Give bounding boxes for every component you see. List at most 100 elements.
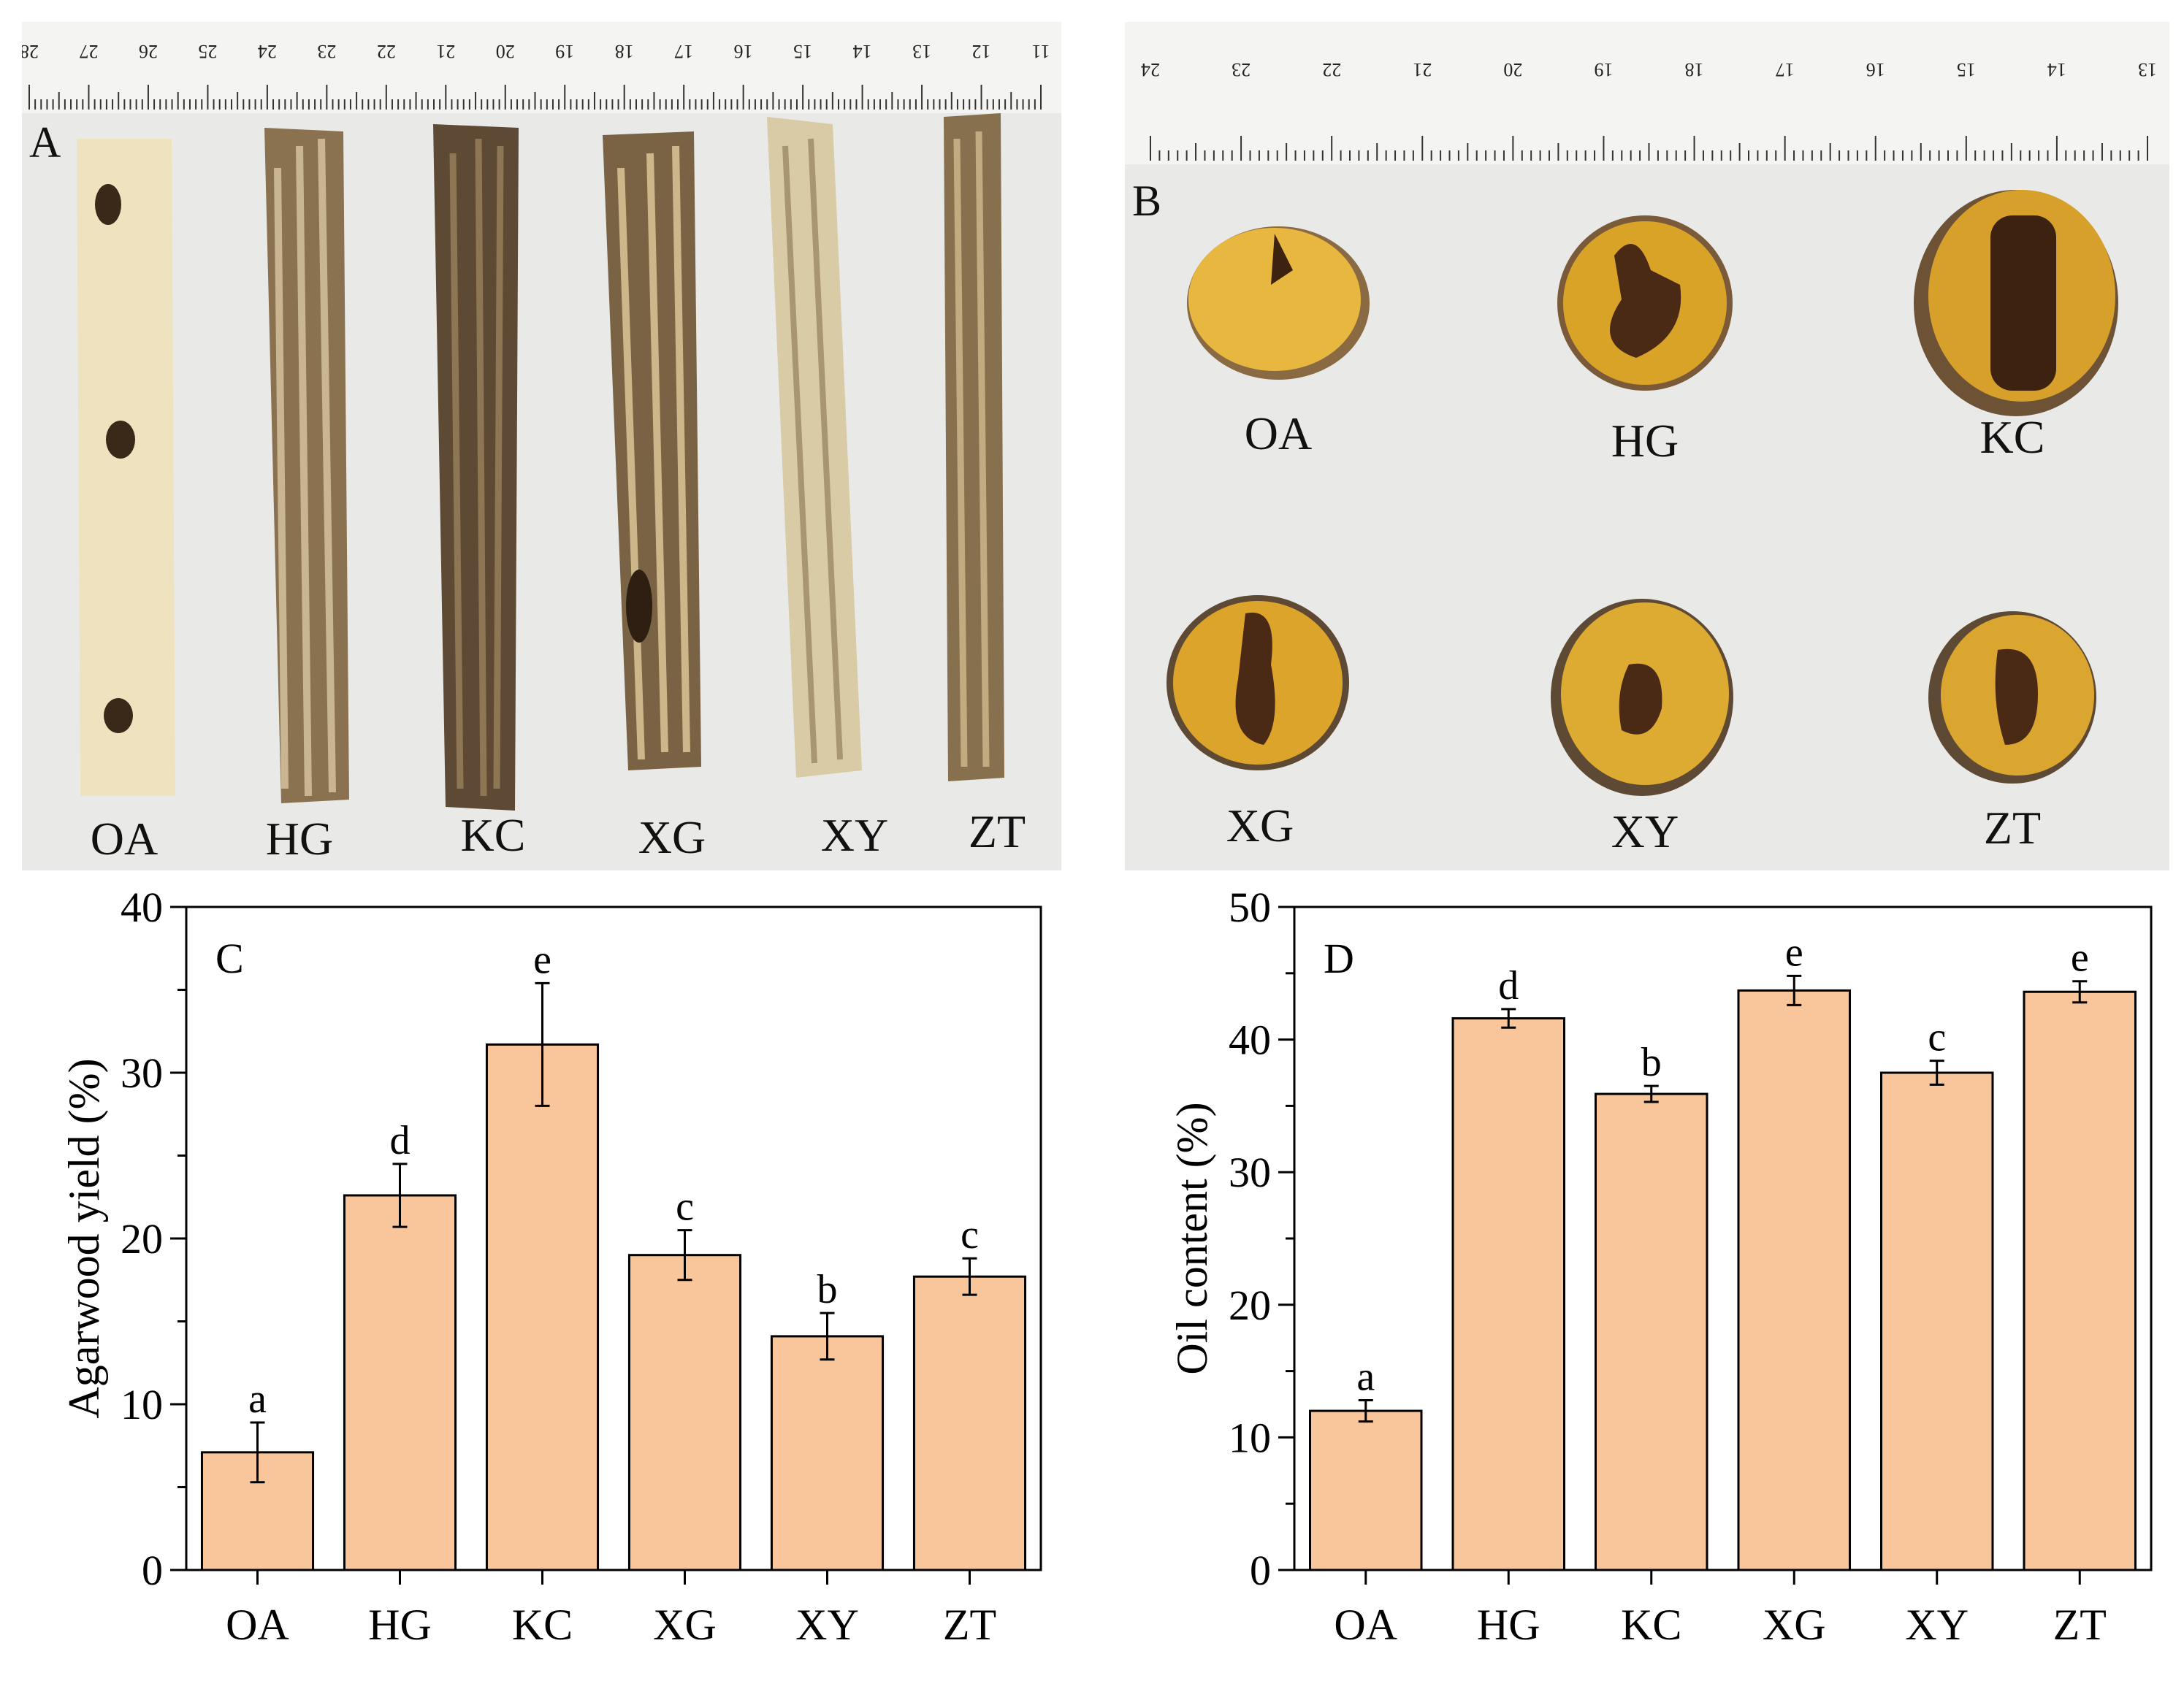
ruler-b xyxy=(1125,22,2169,164)
y-tick-label: 20 xyxy=(121,1215,163,1263)
ruler-number: 18 xyxy=(1685,59,1704,80)
panel-b-label-xy: XY xyxy=(1611,805,1679,857)
ruler-a-numbers: 28 27 26 25 24 23 22 21 20 19 18 17 16 15 14 13 12 11 xyxy=(22,41,1050,62)
ruler-number: 13 xyxy=(912,41,931,62)
ruler-number: 19 xyxy=(1594,59,1613,80)
bar-kc xyxy=(1595,1092,1708,1571)
ruler-number: 26 xyxy=(139,41,158,62)
x-tick-label: HG xyxy=(1477,1601,1540,1649)
plot-frame xyxy=(185,905,1042,1571)
section-oa-dark xyxy=(1271,234,1293,285)
ruler-number: 25 xyxy=(198,41,217,62)
ruler-number: 22 xyxy=(1322,59,1341,80)
significance-label: b xyxy=(817,1267,838,1312)
section-xy-dark xyxy=(1619,663,1662,735)
ruler-number: 15 xyxy=(1957,59,1976,80)
stick-xy-grain xyxy=(782,138,843,764)
stick-xg-grain xyxy=(617,145,690,760)
y-tick-label: 40 xyxy=(121,884,163,931)
ruler-number: 11 xyxy=(1031,41,1050,62)
bar-kc xyxy=(485,1043,600,1571)
ruler-number: 20 xyxy=(1503,59,1522,80)
ruler-number: 14 xyxy=(2047,59,2066,80)
stick-kc-grain xyxy=(449,138,504,797)
panel-b-photo: 24 23 22 21 20 19 18 17 16 15 14 13 B xyxy=(1125,22,2169,870)
y-tick-label: 30 xyxy=(121,1049,163,1097)
panel-b-labels: OA HG KC XG XY ZT xyxy=(1226,407,2045,857)
panel-b-label-xg: XG xyxy=(1226,800,1294,851)
significance-label: a xyxy=(1356,1355,1375,1400)
ruler-number: 21 xyxy=(436,41,455,62)
wood-sticks xyxy=(77,113,1004,811)
y-tick-label: 30 xyxy=(1229,1149,1271,1196)
ruler-number: 24 xyxy=(258,41,277,62)
panel-letter: D xyxy=(1324,935,1354,982)
ruler-number: 19 xyxy=(555,41,574,62)
ruler-number: 14 xyxy=(853,41,872,62)
ruler-number: 21 xyxy=(1413,59,1432,80)
y-tick-label: 10 xyxy=(121,1381,163,1428)
significance-label: c xyxy=(676,1184,694,1230)
section-oa xyxy=(1188,228,1361,371)
stick-zt-grain xyxy=(953,131,990,767)
stick-oa-hole xyxy=(104,698,133,733)
ruler-number: 23 xyxy=(1232,59,1251,80)
ruler-number: 20 xyxy=(496,41,515,62)
panel-b-label-zt: ZT xyxy=(1984,802,2041,854)
y-tick-label: 0 xyxy=(142,1547,163,1594)
chart-d-svg: 0 10 20 30 40 50 Oil content (%) Da OA d HG b KC e XG c… xyxy=(1168,884,2153,1649)
panel-a-photo: 28 27 26 25 24 23 22 21 20 19 18 17 16 15 14 13 12 11 A xyxy=(22,22,1061,870)
stick-oa xyxy=(77,139,175,796)
significance-label: e xyxy=(1785,930,1803,975)
x-tick-label: ZT xyxy=(2053,1601,2107,1649)
ruler-a-ticks xyxy=(28,85,1042,110)
ruler-number: 15 xyxy=(793,41,812,62)
stick-hg-grain xyxy=(274,138,336,797)
x-tick-label: XY xyxy=(795,1601,859,1649)
significance-label: d xyxy=(1498,963,1519,1008)
stick-oa-hole xyxy=(106,421,135,459)
panel-b-label-hg: HG xyxy=(1611,415,1679,467)
ruler-number: 18 xyxy=(615,41,634,62)
panel-letter: C xyxy=(215,935,244,982)
y-tick-label: 10 xyxy=(1229,1414,1271,1461)
significance-label: e xyxy=(533,937,551,982)
significance-label: c xyxy=(961,1212,979,1257)
bar-xg xyxy=(627,1254,742,1571)
significance-label: b xyxy=(1641,1040,1662,1085)
panel-b-letter: B xyxy=(1132,177,1161,225)
x-tick-label: OA xyxy=(1334,1601,1397,1649)
ruler-number: 27 xyxy=(79,41,98,62)
bar-hg xyxy=(343,1194,457,1571)
ruler-number: 23 xyxy=(317,41,336,62)
y-tick-label: 50 xyxy=(1229,884,1271,931)
panel-b-svg: 24 23 22 21 20 19 18 17 16 15 14 13 B xyxy=(1125,22,2169,857)
panel-a-label-zt: ZT xyxy=(969,805,1026,857)
significance-label: e xyxy=(2071,935,2089,981)
y-axis-label: Oil content (%) xyxy=(1168,1102,1216,1374)
panel-a-label-hg: HG xyxy=(266,813,333,865)
panel-a-label-xg: XG xyxy=(638,811,706,863)
bar-xg xyxy=(1737,989,1851,1571)
x-tick-label: XY xyxy=(1905,1601,1969,1649)
ruler-number: 17 xyxy=(1776,59,1795,80)
ruler-b-numbers: 24 23 22 21 20 19 18 17 16 15 14 13 xyxy=(1141,59,2157,80)
cross-sections xyxy=(1167,190,2118,796)
ruler-number: 12 xyxy=(972,41,991,62)
section-hg-dark xyxy=(1610,244,1681,358)
panel-a-labels: OA HG KC XG XY ZT xyxy=(91,805,1026,865)
x-tick-label: KC xyxy=(512,1601,573,1649)
ruler-number: 16 xyxy=(734,41,753,62)
bar-xy xyxy=(1880,1071,1994,1571)
x-tick-label: ZT xyxy=(943,1601,996,1649)
ruler-a xyxy=(22,22,1061,113)
bar-zt xyxy=(912,1275,1027,1571)
bar-zt xyxy=(2023,990,2137,1571)
significance-label: d xyxy=(390,1118,411,1163)
stick-oa-hole xyxy=(95,184,121,225)
panel-a-label-xy: XY xyxy=(821,809,888,861)
ruler-number: 13 xyxy=(2138,59,2157,80)
stick-xg-spot xyxy=(626,570,652,643)
